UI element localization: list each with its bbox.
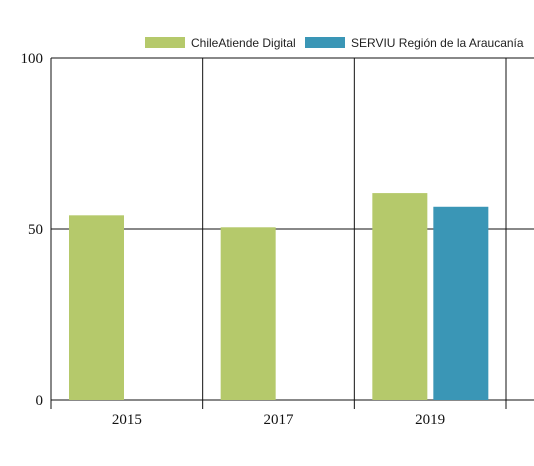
x-tick-label: 2019 xyxy=(415,412,445,428)
bar-2019-series-1 xyxy=(433,206,489,400)
y-tick-label: 50 xyxy=(28,222,43,238)
x-tick-label: 2017 xyxy=(264,412,295,428)
legend-swatch xyxy=(305,37,345,48)
legend: ChileAtiende Digital SERVIU Región de la … xyxy=(145,36,524,50)
legend-swatch xyxy=(145,37,185,48)
legend-label: SERVIU Región de la Araucanía xyxy=(351,36,524,50)
bar-2019-series-0 xyxy=(372,193,428,400)
legend-label: ChileAtiende Digital xyxy=(191,36,296,50)
y-tick-label: 0 xyxy=(36,393,44,409)
bar-2015-series-0 xyxy=(69,215,124,400)
axes-layer: 0 50 100 2015 2017 2019 xyxy=(21,51,507,428)
bars-layer xyxy=(69,193,489,400)
x-tick-label: 2015 xyxy=(112,412,142,428)
y-tick-label: 100 xyxy=(21,51,44,67)
bar-2017-series-0 xyxy=(220,227,276,400)
